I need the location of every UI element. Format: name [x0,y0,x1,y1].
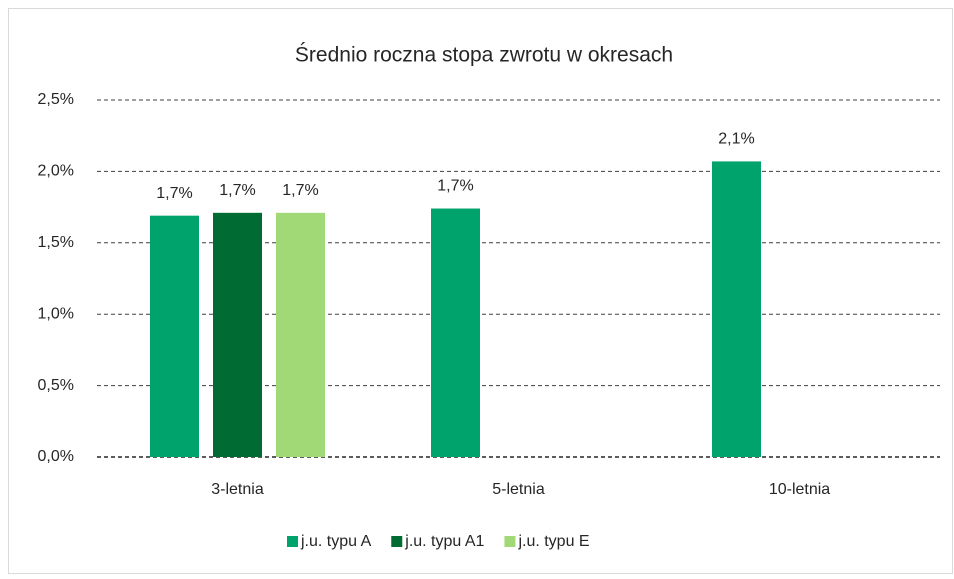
y-tick-label: 0,0% [38,448,74,465]
x-tick-label: 5-letnia [492,481,545,498]
legend-swatch [287,536,298,547]
bar [712,161,761,458]
bar [150,215,199,457]
value-label: 1,7% [219,182,255,199]
bar [213,212,262,457]
chart-title: Średnio roczna stopa zwrotu w okresach [295,43,673,67]
bar [276,212,325,457]
x-tick-label: 3-letnia [211,481,264,498]
y-tick-label: 1,5% [38,234,74,251]
x-tick-label: 10-letnia [769,481,830,498]
legend-label: j.u. typu A1 [404,533,484,550]
value-label: 1,7% [437,178,473,195]
bar [431,208,480,457]
y-tick-label: 2,0% [38,163,74,180]
value-label: 1,7% [282,182,318,199]
value-label: 2,1% [718,131,754,148]
legend-swatch [504,536,516,547]
y-tick-label: 2,5% [38,91,74,108]
y-tick-label: 0,5% [38,377,74,394]
legend-swatch [391,536,403,547]
y-tick-label: 1,0% [38,305,74,322]
value-label: 1,7% [156,185,192,202]
legend-label: j.u. typu E [517,533,589,550]
legend-label: j.u. typu A [300,533,372,550]
